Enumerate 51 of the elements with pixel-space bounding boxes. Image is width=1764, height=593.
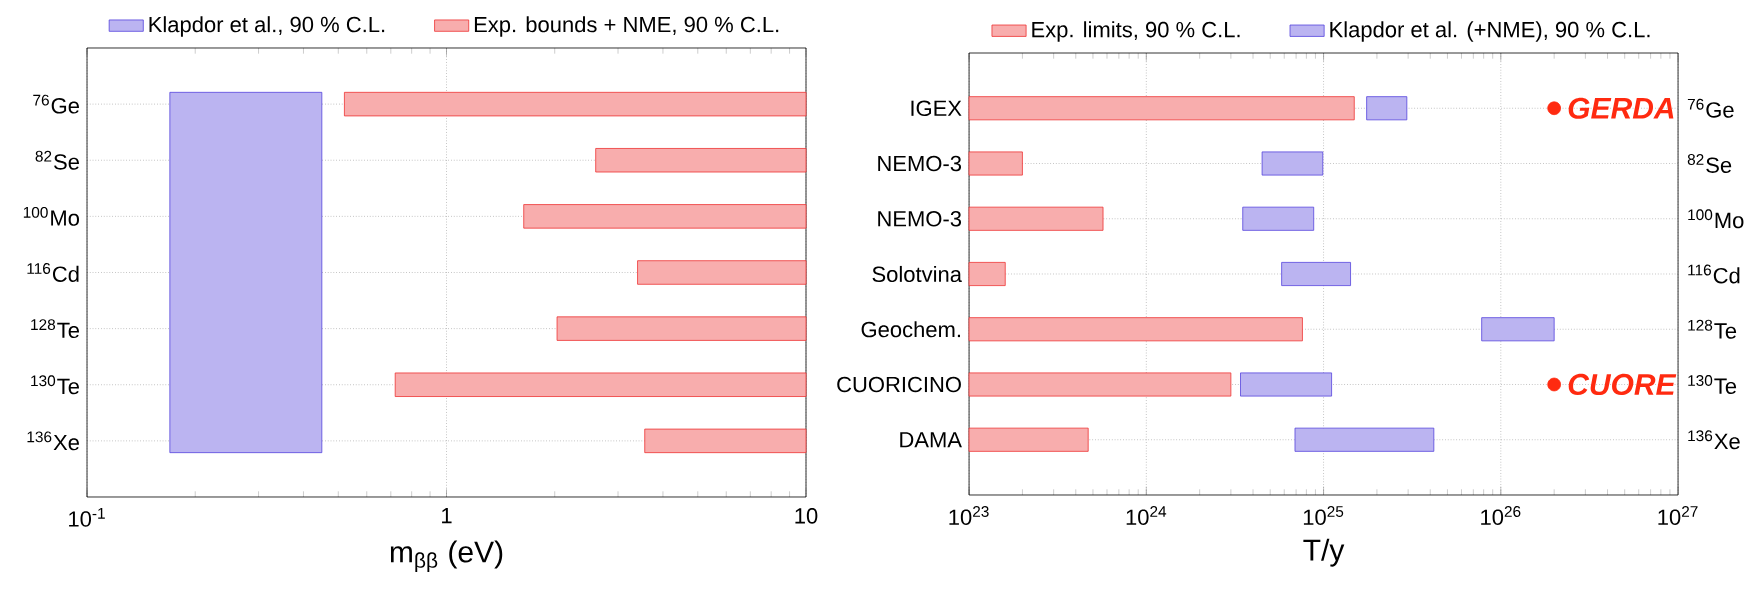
text: $^{116}$Cd [1688, 264, 1740, 284]
y-tick-label: $^{128}$Te [31, 319, 79, 339]
y-tick-label: $^{130}$Te [31, 375, 79, 395]
y-tick-label: NEMO-3 [878, 210, 962, 227]
x-tick-label: 10 [795, 508, 818, 524]
text: $^{82}$Se [1687, 154, 1732, 173]
x-tick-label: 1 [442, 508, 452, 524]
y-tick-label: CUORICINO [837, 376, 961, 393]
bar [968, 372, 1232, 397]
bar [968, 262, 1006, 286]
y-tick-label: Geochem. [861, 321, 960, 338]
bar [968, 96, 1355, 121]
series-label: GERDA [1568, 97, 1674, 119]
y-tick-label: $^{76}$Ge [33, 94, 79, 114]
bar [1281, 262, 1351, 286]
x-tick-label: 10$^{25}$ [1303, 506, 1344, 525]
text: $^{128}$Te [1688, 319, 1737, 339]
y-tick-label: $^{100}$Mo [23, 206, 79, 226]
x-axis-title: T/y [1303, 538, 1345, 567]
bar [968, 317, 1303, 342]
y-tick-label: DAMA [900, 432, 962, 448]
bar [1240, 372, 1332, 397]
text: $^{136}$Xe [1688, 430, 1740, 450]
bar [968, 206, 1104, 231]
y-tick-label: $^{136}$Xe [27, 431, 79, 451]
x-tick-label: 10$^{-1}$ [69, 508, 105, 527]
legend-label: Klapdor et al., 90 % C.L. [149, 16, 385, 37]
x-axis-title: m$_{ββ}$ (eV) [390, 540, 503, 572]
legend-label: Exp. limits, 90 % C.L. [1032, 21, 1240, 42]
bar [1242, 206, 1315, 231]
series-label: CUORE [1568, 373, 1677, 396]
bar [1294, 427, 1435, 452]
y-tick-label: $^{116}$Cd [27, 263, 79, 282]
y-tick-label: Solotvina [872, 265, 962, 283]
x-tick-label: 10$^{24}$ [1126, 506, 1167, 525]
bar [968, 427, 1089, 452]
legend-label: Exp. bounds + NME, 90 % C.L. [474, 16, 779, 37]
x-tick-label: 10$^{23}$ [949, 506, 989, 525]
bar [1261, 151, 1324, 176]
y-tick-label: IGEX [911, 100, 962, 117]
text: $^{76}$Ge [1687, 98, 1734, 118]
legend-label: Klapdor et al. (+NME), 90 % C.L. [1330, 21, 1650, 42]
text: $^{100}$Mo [1688, 209, 1744, 229]
y-tick-label: $^{82}$Se [35, 150, 79, 170]
x-tick-label: 10$^{27}$ [1658, 506, 1698, 525]
x-tick-label: 10$^{26}$ [1481, 506, 1521, 525]
bar [1481, 317, 1555, 342]
bar [1366, 96, 1408, 121]
text: $^{130}$Te [1688, 375, 1737, 394]
y-tick-label: NEMO-3 [878, 155, 962, 172]
bar [968, 151, 1023, 176]
